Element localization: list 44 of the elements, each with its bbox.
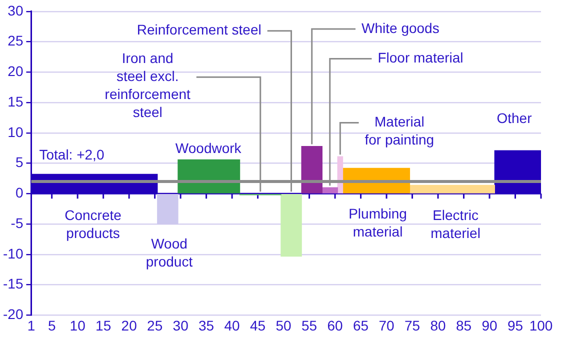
y-tick-label: -10 <box>3 245 24 262</box>
annotation: White goods <box>362 20 440 36</box>
annotation: Plumbing material <box>348 205 407 240</box>
y-tick-label: 20 <box>8 63 24 80</box>
x-tick-label: 100 <box>529 317 553 334</box>
y-tick-label: -5 <box>10 214 24 231</box>
x-tick-label: 70 <box>378 317 395 334</box>
x-tick-label: 35 <box>198 317 214 334</box>
x-tick-label: 65 <box>352 317 369 334</box>
x-tick-label: 5 <box>48 317 56 334</box>
x-tick-label: 30 <box>172 317 189 334</box>
annotation: Electric materiel <box>430 207 480 242</box>
x-tick-label: 40 <box>224 317 240 334</box>
annotation: Other <box>496 110 532 126</box>
annotation: Wood product <box>146 236 193 270</box>
y-tick-label: -20 <box>3 306 24 322</box>
annotation: Floor material <box>378 50 464 66</box>
x-tick-label: 10 <box>70 317 86 334</box>
y-tick-label: 30 <box>8 2 24 18</box>
x-tick-label: 90 <box>482 317 498 334</box>
x-tick-label: 25 <box>147 317 163 334</box>
x-tick-label: 55 <box>302 317 318 334</box>
ref-line-label: Total: +2,0 <box>39 146 104 162</box>
y-tick-label: 25 <box>8 32 24 49</box>
annotation: Woodwork <box>175 140 242 156</box>
y-tick-label: -15 <box>3 276 24 292</box>
y-tick-label: 0 <box>15 184 24 201</box>
x-tick-label: 20 <box>121 317 138 334</box>
annotation: Reinforcement steel <box>136 22 262 38</box>
x-tick-label: 80 <box>430 317 446 334</box>
x-tick-label: 60 <box>327 317 344 334</box>
y-tick-label: 5 <box>15 154 24 170</box>
y-tick-label: 10 <box>8 124 24 140</box>
x-tick-label: 45 <box>250 317 266 334</box>
annotation: Iron and steel excl. reinforcement steel <box>104 50 191 120</box>
annotation: Material for painting <box>364 114 434 148</box>
x-tick-label: 50 <box>276 317 292 334</box>
x-tick-label: 95 <box>507 317 524 334</box>
x-tick-label: 15 <box>96 317 112 334</box>
annotation: Concrete products <box>64 207 122 242</box>
x-tick-label: 75 <box>404 317 420 334</box>
x-tick-label: 85 <box>456 317 472 334</box>
x-tick-label: 1 <box>27 317 36 334</box>
y-tick-label: 15 <box>8 93 24 110</box>
